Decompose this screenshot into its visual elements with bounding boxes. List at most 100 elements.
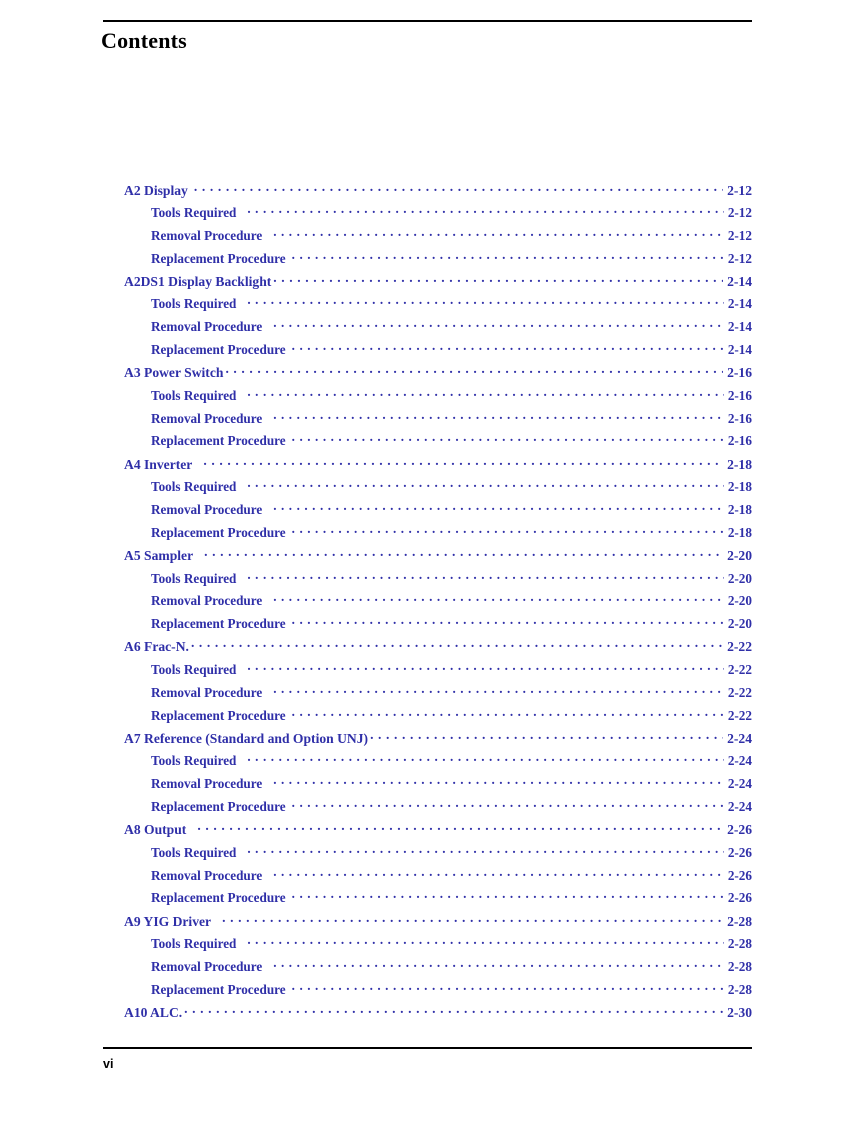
toc-entry-label: Tools Required <box>151 661 237 677</box>
toc-entry-label: A8 Output <box>124 822 187 838</box>
toc-dot-leader <box>273 272 723 286</box>
toc-entry[interactable]: Replacement Procedure 2-24 <box>103 798 752 821</box>
toc-entry-label: A10 ALC. <box>124 1004 183 1020</box>
toc-entry[interactable]: Removal Procedure 2-14 <box>103 318 752 341</box>
toc-entry[interactable]: Tools Required 2-12 <box>103 204 752 227</box>
toc-entry-page-number: 2-14 <box>727 342 752 358</box>
toc-entry-page-number: 2-12 <box>727 250 752 266</box>
toc-entry-label: Tools Required <box>151 205 237 221</box>
toc-entry[interactable]: A2 Display 2-12 <box>103 181 752 204</box>
toc-dot-leader <box>292 432 724 445</box>
toc-entry[interactable]: Replacement Procedure 2-20 <box>103 615 752 638</box>
toc-entry-page-number: 2-28 <box>727 936 752 952</box>
toc-entry[interactable]: Tools Required 2-22 <box>103 661 752 684</box>
toc-entry[interactable]: Replacement Procedure 2-22 <box>103 706 752 729</box>
toc-entry[interactable]: A2DS1 Display Backlight 2-14 <box>103 272 752 295</box>
toc-entry[interactable]: Replacement Procedure 2-18 <box>103 524 752 547</box>
toc-entry-label: Replacement Procedure <box>151 342 286 358</box>
toc-entry-label: A7 Reference (Standard and Option UNJ) <box>124 730 369 746</box>
toc-entry[interactable]: Removal Procedure 2-28 <box>103 958 752 981</box>
toc-dot-leader <box>273 866 724 879</box>
toc-entry[interactable]: Removal Procedure 2-24 <box>103 775 752 798</box>
toc-entry-label: Removal Procedure <box>151 593 263 609</box>
toc-entry[interactable]: Replacement Procedure 2-12 <box>103 250 752 273</box>
toc-entry[interactable]: A8 Output 2-26 <box>103 821 752 844</box>
toc-dot-leader <box>273 227 724 240</box>
toc-entry[interactable]: Tools Required 2-18 <box>103 478 752 501</box>
toc-dot-leader <box>194 181 723 195</box>
toc-entry-page-number: 2-26 <box>727 844 752 860</box>
toc-entry[interactable]: A10 ALC. 2-30 <box>103 1003 752 1026</box>
toc-entry[interactable]: Replacement Procedure 2-16 <box>103 432 752 455</box>
toc-entry-label: Tools Required <box>151 570 237 586</box>
toc-dot-leader <box>247 569 723 582</box>
toc-dot-leader <box>273 318 724 331</box>
toc-entry-page-number: 2-16 <box>727 410 752 426</box>
toc-entry[interactable]: A6 Frac-N. 2-22 <box>103 638 752 661</box>
toc-entry[interactable]: Tools Required 2-28 <box>103 935 752 958</box>
toc-entry-page-number: 2-12 <box>727 182 752 198</box>
toc-entry-page-number: 2-22 <box>727 639 752 655</box>
toc-entry-label: A3 Power Switch <box>124 365 224 381</box>
toc-entry[interactable]: Removal Procedure 2-22 <box>103 684 752 707</box>
footer-rule <box>103 1047 752 1049</box>
toc-entry-page-number: 2-12 <box>727 227 752 243</box>
toc-entry-page-number: 2-28 <box>727 958 752 974</box>
toc-dot-leader <box>184 1003 723 1017</box>
toc-dot-leader <box>273 958 724 971</box>
toc-entry[interactable]: A5 Sampler 2-20 <box>103 547 752 570</box>
toc-dot-leader <box>292 524 724 537</box>
toc-entry-page-number: 2-18 <box>727 456 752 472</box>
toc-entry[interactable]: Tools Required 2-24 <box>103 752 752 775</box>
toc-entry[interactable]: Removal Procedure 2-26 <box>103 866 752 889</box>
toc-entry[interactable]: Tools Required 2-14 <box>103 295 752 318</box>
toc-dot-leader <box>247 661 723 674</box>
toc-entry-label: Tools Required <box>151 844 237 860</box>
toc-entry-page-number: 2-28 <box>727 913 752 929</box>
toc-entry-page-number: 2-24 <box>727 730 752 746</box>
toc-entry-label: Removal Procedure <box>151 776 263 792</box>
toc-dot-leader <box>292 615 724 628</box>
toc-entry[interactable]: Replacement Procedure 2-28 <box>103 981 752 1004</box>
toc-entry[interactable]: A7 Reference (Standard and Option UNJ) 2-… <box>103 729 752 752</box>
toc-dot-leader <box>292 341 724 354</box>
toc-entry-page-number: 2-18 <box>727 524 752 540</box>
page-title: Contents <box>101 28 187 53</box>
toc-entry-label: Removal Procedure <box>151 227 263 243</box>
toc-entry-label: Replacement Procedure <box>151 981 286 997</box>
toc-entry-page-number: 2-18 <box>727 502 752 517</box>
toc-entry[interactable]: Removal Procedure 2-12 <box>103 227 752 250</box>
toc-entry[interactable]: A9 YIG Driver 2-28 <box>103 912 752 935</box>
toc-dot-leader <box>191 638 723 652</box>
toc-entry-page-number: 2-14 <box>727 319 752 335</box>
toc-entry-label: Tools Required <box>151 936 237 952</box>
toc-dot-leader <box>222 912 723 926</box>
toc-dot-leader <box>292 981 724 994</box>
toc-entry-label: Replacement Procedure <box>151 616 286 632</box>
toc-entry[interactable]: A3 Power Switch 2-16 <box>103 364 752 387</box>
toc-entry-page-number: 2-12 <box>727 205 752 221</box>
toc-dot-leader <box>273 592 724 605</box>
toc-entry[interactable]: Removal Procedure 2-20 <box>103 592 752 615</box>
toc-entry[interactable]: Tools Required 2-26 <box>103 843 752 866</box>
toc-dot-leader <box>292 798 724 811</box>
toc-dot-leader <box>273 501 724 514</box>
toc-entry-label: Tools Required <box>151 753 237 769</box>
toc-dot-leader <box>247 843 723 856</box>
toc-entry[interactable]: A4 Inverter 2-18 <box>103 455 752 478</box>
toc-entry[interactable]: Tools Required 2-16 <box>103 387 752 410</box>
toc-entry-label: A5 Sampler <box>124 548 194 564</box>
toc-entry[interactable]: Replacement Procedure 2-26 <box>103 889 752 912</box>
toc-entry-page-number: 2-26 <box>727 867 752 883</box>
toc-entry-page-number: 2-20 <box>727 593 752 609</box>
footer-page-number: vi <box>103 1057 114 1071</box>
toc-entry[interactable]: Tools Required 2-20 <box>103 569 752 592</box>
toc-dot-leader <box>273 684 724 697</box>
toc-entry[interactable]: Removal Procedure 2-18 <box>103 501 752 524</box>
toc-entry[interactable]: Removal Procedure 2-16 <box>103 409 752 432</box>
toc-dot-leader <box>197 821 723 835</box>
toc-dot-leader <box>247 204 723 217</box>
toc-entry-page-number: 2-22 <box>727 684 752 700</box>
toc-entry[interactable]: Replacement Procedure 2-14 <box>103 341 752 364</box>
